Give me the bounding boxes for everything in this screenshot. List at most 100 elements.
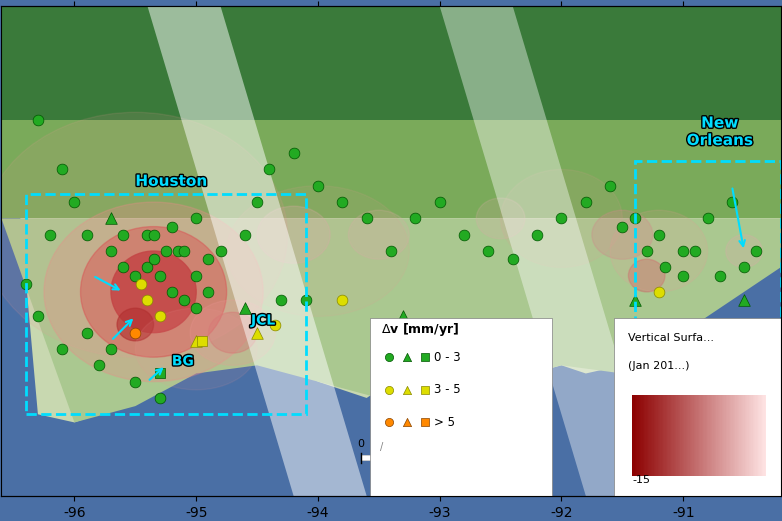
Point (658, 263, 671, 271)
Bar (714, 395, 715, 476)
Bar (698, 395, 699, 476)
Bar (765, 395, 766, 476)
Point (400, 353, 413, 362)
Text: -15: -15 (632, 475, 650, 485)
Bar (719, 395, 720, 476)
Bar (731, 395, 733, 476)
Ellipse shape (208, 312, 257, 353)
Bar (688, 395, 690, 476)
Point (202, 255, 214, 264)
Point (142, 263, 154, 271)
Bar (727, 395, 729, 476)
Text: 100 km: 100 km (498, 439, 540, 449)
Ellipse shape (257, 206, 330, 263)
Ellipse shape (81, 227, 227, 357)
Bar (752, 395, 754, 476)
Point (726, 198, 738, 206)
Point (419, 353, 432, 362)
Bar (687, 395, 688, 476)
Bar (678, 395, 679, 476)
Text: (Jan 201...): (Jan 201...) (629, 361, 690, 370)
Bar (694, 395, 695, 476)
Point (336, 198, 349, 206)
Point (382, 386, 395, 394)
Bar (755, 395, 757, 476)
Point (44, 231, 56, 239)
Bar (711, 395, 712, 476)
Bar (651, 395, 652, 476)
Point (640, 247, 653, 255)
Point (196, 337, 209, 345)
Bar (675, 395, 676, 476)
Point (419, 386, 432, 394)
Bar (636, 395, 637, 476)
Point (153, 312, 166, 320)
Bar (654, 395, 655, 476)
Text: 50: 50 (432, 439, 447, 449)
Bar (658, 395, 659, 476)
Point (190, 271, 203, 280)
Point (336, 296, 349, 304)
Point (92, 361, 105, 369)
Point (153, 369, 166, 378)
Bar (739, 395, 741, 476)
Point (555, 214, 568, 222)
Ellipse shape (227, 186, 409, 316)
Point (665, 320, 677, 329)
Bar (671, 395, 673, 476)
Bar (738, 395, 739, 476)
Point (153, 394, 166, 402)
Point (190, 304, 203, 313)
Text: New
Orleans: New Orleans (687, 116, 753, 148)
Bar (726, 395, 727, 476)
Point (105, 247, 117, 255)
Point (397, 312, 410, 320)
Point (361, 214, 373, 222)
Bar (729, 395, 730, 476)
Text: Houston: Houston (135, 174, 207, 189)
Point (433, 198, 446, 206)
Bar (669, 395, 671, 476)
Point (287, 149, 300, 157)
Point (117, 231, 129, 239)
Bar (639, 395, 640, 476)
Bar (692, 395, 694, 476)
Point (701, 214, 714, 222)
Bar (701, 395, 703, 476)
Point (409, 320, 421, 329)
Point (129, 271, 142, 280)
Bar (641, 395, 643, 476)
Bar (710, 395, 711, 476)
Point (713, 271, 726, 280)
Bar (737, 395, 738, 476)
Bar (720, 395, 722, 476)
Bar (664, 395, 665, 476)
Point (604, 182, 616, 190)
Ellipse shape (190, 300, 275, 365)
Point (653, 231, 665, 239)
Ellipse shape (726, 235, 762, 267)
Text: $\Delta$v [mm/yr]: $\Delta$v [mm/yr] (382, 321, 460, 338)
Bar (673, 395, 675, 476)
Point (147, 255, 160, 264)
Bar (734, 395, 735, 476)
Bar (742, 395, 743, 476)
Point (382, 418, 395, 427)
Bar (682, 395, 683, 476)
Bar (761, 395, 762, 476)
Point (202, 288, 214, 296)
Point (105, 214, 117, 222)
Point (31, 312, 44, 320)
Bar (643, 395, 644, 476)
Bar (744, 395, 746, 476)
Text: Vertical Surfa...: Vertical Surfa... (629, 333, 715, 343)
Bar (650, 395, 651, 476)
Bar (748, 395, 750, 476)
Point (750, 247, 762, 255)
Bar (635, 395, 636, 476)
Point (81, 231, 93, 239)
Text: BG: BG (172, 354, 194, 368)
Point (482, 247, 495, 255)
Point (20, 280, 32, 288)
Bar (660, 395, 662, 476)
